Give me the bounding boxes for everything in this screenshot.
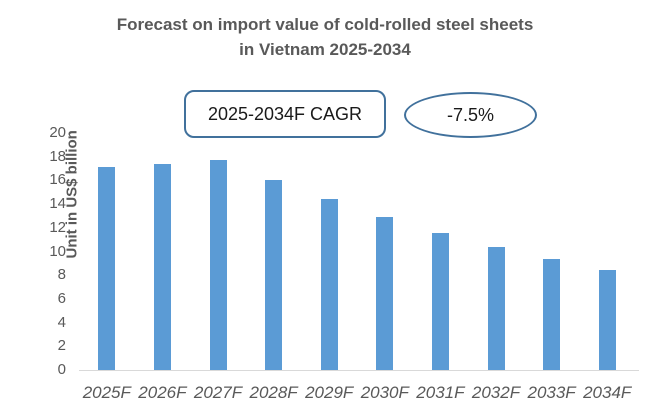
y-axis-tick-label: 4 bbox=[57, 313, 66, 331]
bar-2027F bbox=[209, 160, 227, 370]
x-axis-tick-label: 2026F bbox=[138, 383, 187, 402]
chart-title-line1: Forecast on import value of cold-rolled … bbox=[116, 15, 534, 34]
bar-2030F bbox=[376, 217, 394, 370]
bar-2033F bbox=[543, 258, 561, 370]
x-axis-tick-label: 2031F bbox=[416, 383, 465, 402]
x-axis-tick-label: 2032F bbox=[471, 383, 521, 402]
bar-2034F bbox=[598, 270, 616, 370]
y-axis-tick-label: 18 bbox=[49, 147, 66, 165]
bar-2029F bbox=[320, 199, 338, 370]
y-axis-tick-label: 6 bbox=[57, 289, 66, 307]
cagr-value-ellipse: -7.5% bbox=[404, 92, 537, 138]
bar-2032F bbox=[487, 246, 505, 370]
y-axis-tick-label: 8 bbox=[57, 266, 66, 284]
x-axis-line bbox=[79, 370, 639, 371]
x-axis-tick-label: 2028F bbox=[249, 383, 298, 402]
x-axis-tick-label: 2029F bbox=[305, 383, 354, 402]
y-axis-tick-label: 16 bbox=[49, 171, 66, 189]
bar-2026F bbox=[153, 163, 171, 370]
y-axis-tick-label: 12 bbox=[49, 218, 66, 236]
y-axis-tick-label: 10 bbox=[49, 242, 66, 260]
chart-title: Forecast on import value of cold-rolled … bbox=[0, 12, 650, 62]
y-axis-tick-label: 2 bbox=[57, 337, 66, 355]
bar-2028F bbox=[265, 180, 283, 370]
bar-2025F bbox=[98, 167, 116, 370]
x-axis-tick-label: 2034F bbox=[583, 383, 632, 402]
x-axis-tick-label: 2030F bbox=[360, 383, 409, 402]
y-axis-tick-label: 14 bbox=[49, 195, 66, 213]
chart-title-line2: in Vietnam 2025-2034 bbox=[239, 40, 411, 59]
cagr-value-text: -7.5% bbox=[446, 104, 495, 125]
x-axis-tick-label: 2027F bbox=[193, 383, 243, 402]
y-axis-tick-label: 20 bbox=[49, 124, 66, 141]
cagr-label-text: 2025-2034F CAGR bbox=[207, 103, 363, 124]
x-axis-tick-label: 2033F bbox=[527, 383, 576, 402]
y-axis-tick-label: 0 bbox=[57, 361, 66, 378]
x-axis-tick-label: 2025F bbox=[82, 383, 131, 402]
bar-2031F bbox=[431, 232, 449, 370]
cagr-label-box: 2025-2034F CAGR bbox=[184, 90, 386, 138]
